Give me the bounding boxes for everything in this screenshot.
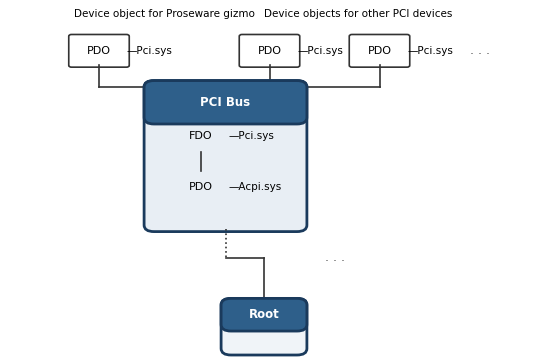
Bar	[231, 315, 297, 325]
FancyBboxPatch shape	[349, 34, 410, 67]
Text: PDO: PDO	[367, 46, 392, 56]
Text: PDO: PDO	[87, 46, 111, 56]
Text: FDO: FDO	[189, 131, 212, 141]
FancyBboxPatch shape	[144, 81, 307, 124]
FancyBboxPatch shape	[239, 34, 300, 67]
Text: Device object for Proseware gizmo: Device object for Proseware gizmo	[74, 9, 255, 19]
Text: Device objects for other PCI devices: Device objects for other PCI devices	[264, 9, 452, 19]
Text: . . .: . . .	[324, 251, 344, 264]
Bar	[154, 102, 297, 118]
Text: PDO: PDO	[189, 182, 213, 192]
FancyBboxPatch shape	[69, 34, 129, 67]
Text: Root: Root	[249, 308, 279, 321]
FancyBboxPatch shape	[144, 81, 307, 232]
Text: PCI Bus: PCI Bus	[200, 96, 251, 109]
Text: —Pci.sys: —Pci.sys	[126, 46, 172, 56]
FancyBboxPatch shape	[170, 169, 231, 205]
Text: —Acpi.sys: —Acpi.sys	[228, 182, 282, 192]
FancyBboxPatch shape	[221, 298, 307, 331]
FancyBboxPatch shape	[221, 298, 307, 355]
Text: . . .: . . .	[470, 44, 490, 57]
Text: —Pci.sys: —Pci.sys	[297, 46, 343, 56]
Text: —Pci.sys: —Pci.sys	[228, 131, 274, 141]
FancyBboxPatch shape	[170, 118, 231, 154]
Text: PDO: PDO	[257, 46, 282, 56]
Text: —Pci.sys: —Pci.sys	[407, 46, 453, 56]
